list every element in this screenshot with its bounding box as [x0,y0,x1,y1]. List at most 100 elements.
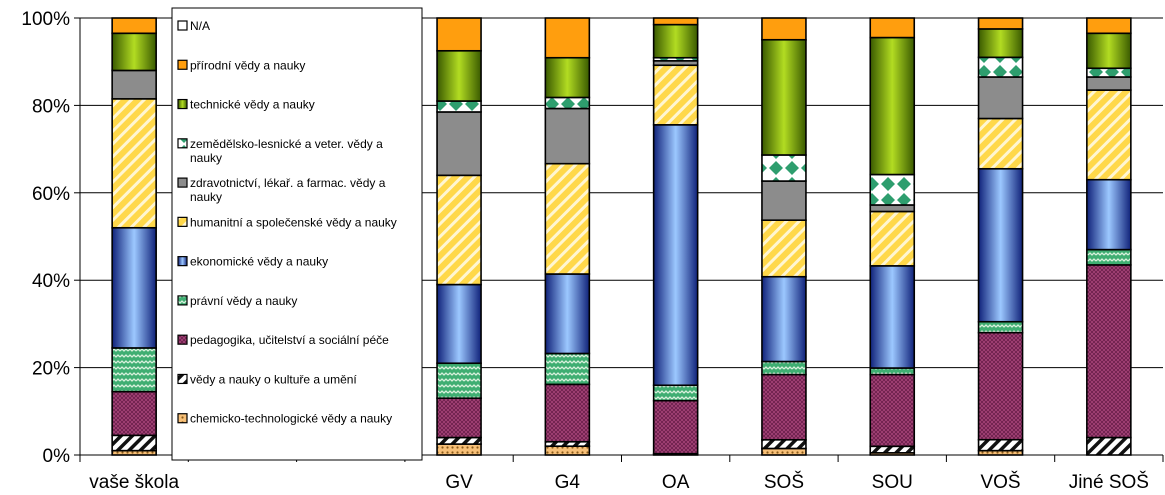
bar-segment [652,64,699,126]
bar-segment [761,360,807,376]
bar-segment [977,167,1024,323]
legend-swatch [177,373,188,385]
bar-segment [869,265,916,369]
bar-segment [436,17,482,52]
bar-segment [436,174,482,286]
bar-segment [544,352,591,386]
bar-segment [544,273,591,355]
bar-segment [1086,17,1132,35]
bar-segment [111,32,157,72]
bar-segment [436,436,482,445]
bar-segment [869,17,916,39]
legend-label: chemicko-technologické vědy a nauky [190,412,392,426]
bar-segment [869,367,916,376]
legend-swatch [177,256,188,267]
bar-segment [1086,436,1132,456]
bar-segment [1086,32,1132,70]
bar-segment [652,399,699,455]
bar-segment [1086,89,1132,181]
legend-swatch [177,20,188,31]
bar-segment [436,111,482,177]
category-label: OA [662,472,690,493]
category-label: G4 [555,472,581,493]
bar-segment [977,56,1024,78]
bar-segment [977,331,1024,441]
bar-segment [544,107,591,165]
bar-segment [1086,67,1132,78]
legend-swatch [177,216,188,227]
bar-segment [977,28,1024,59]
legend-swatch [177,59,188,70]
y-tick-label: 40% [32,271,70,292]
legend-label: technické vědy a nauky [190,98,315,112]
legend-label: ekonomické vědy a nauky [190,255,328,269]
bar-segment [544,383,591,443]
legend-swatch [177,98,188,110]
bar-segment [652,124,699,387]
bar-segment [436,362,482,399]
legend-swatch [177,413,188,424]
bar-segment [869,204,916,213]
legend-swatch [177,295,188,306]
bar-segment [977,17,1024,30]
bar-segment [869,445,916,454]
bar-segment [761,219,807,278]
legend-box [171,7,423,461]
bar-segment [977,320,1024,334]
category-label: SOU [872,472,913,493]
bar-segment [761,17,807,41]
bar-segment [652,17,699,26]
category-label: VOŠ [980,471,1020,493]
y-tick-label: 0% [43,446,71,467]
bar-segment [977,76,1024,120]
legend-label: vědy a nauky o kultuře a umění [190,372,357,386]
category-label: Jiné SOŠ [1069,471,1149,493]
bar-segment [111,17,157,35]
bar-segment [761,373,807,441]
bar-segment [544,445,591,456]
bar-segment [111,390,157,437]
bar-segment [436,443,482,456]
bar-segment [869,210,916,267]
bar-segment [544,56,591,99]
category-label: GV [445,472,473,493]
bar-segment [111,98,157,229]
legend-label: N/A [190,19,210,33]
legend-label: přírodní vědy a nauky [190,58,305,72]
y-tick-label: 60% [32,184,70,205]
category-label: SOŠ [764,471,804,493]
bar-segment [761,275,807,363]
legend-label: zemědělsko-lesnické a veter. vědy a nauky [190,137,383,165]
bar-segment [869,36,916,176]
bar-segment [1086,178,1132,251]
legend-swatch [177,334,188,345]
legend-label: právní vědy a nauky [190,294,297,308]
bar-segment [544,17,591,59]
bar-segment [869,373,916,448]
bar-segment [977,438,1024,452]
y-tick-label: 80% [32,96,70,117]
bar-segment [544,96,591,110]
legend: N/A přírodní vědy a nauky technické vědy a… [171,7,423,461]
bar-segment [544,162,591,275]
bar-segment [761,438,807,450]
y-tick-label: 20% [32,359,70,380]
bar-segment [761,154,807,182]
bar-segment [761,447,807,456]
legend-swatch [177,138,188,149]
bar-segment [761,180,807,221]
y-tick-label: 100% [21,9,70,30]
bar-segment [111,69,157,100]
legend-label: humanitní a společenské vědy a nauky [190,215,397,229]
legend-swatch [177,177,188,188]
bar-segment [111,434,157,452]
bar-segment [1086,264,1132,439]
category-label: vaše škola [89,472,179,493]
bar-segment [977,117,1024,170]
bar-segment [436,397,482,439]
bar-segment [436,49,482,102]
bar-segment [111,226,157,349]
legend-label: pedagogika, učitelství a sociální péče [190,333,389,347]
legend-label: zdravotnictví, lékař. a farmac. vědy a na… [190,176,386,204]
